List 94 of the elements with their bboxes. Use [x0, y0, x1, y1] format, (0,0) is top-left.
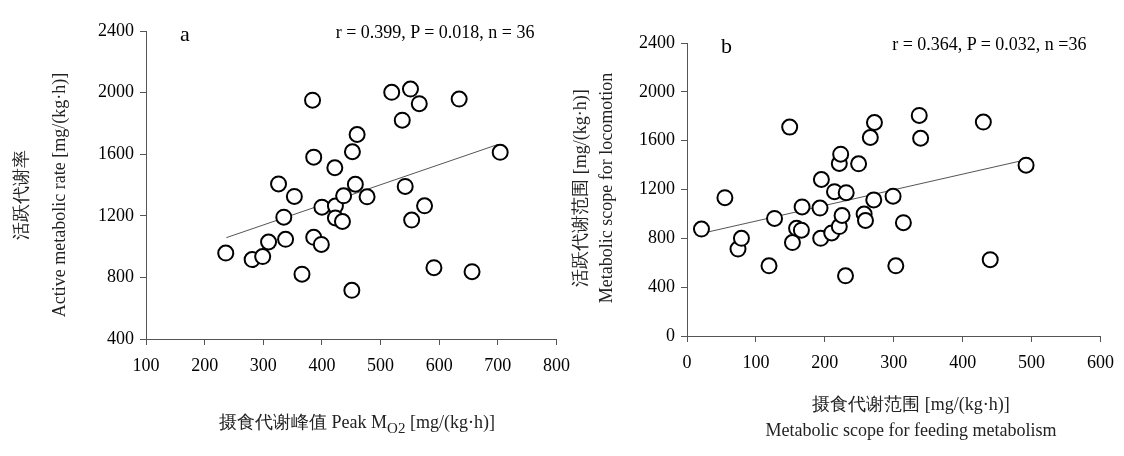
point	[910, 106, 928, 124]
point	[732, 229, 750, 247]
point	[792, 221, 810, 239]
point	[1017, 156, 1035, 174]
x-tick-label: 300	[880, 351, 908, 372]
y-tick-label: 1600	[98, 142, 134, 163]
y-axis-title: 活跃代谢范围 [mg/(kg·h)] Metabolic scope for locomotion	[569, 72, 617, 304]
y-axis-title: 活跃代谢率 Active metabolic rate [mg/(kg·h)]	[10, 72, 70, 318]
point	[285, 187, 303, 205]
y-tick-label: 400	[648, 275, 675, 296]
y-tick-label: 800	[107, 266, 134, 287]
x-tick-label: 300	[249, 354, 277, 375]
point	[912, 129, 930, 147]
annotation: r = 0.364, P = 0.032, n =36	[892, 33, 1087, 54]
point	[304, 91, 322, 109]
y-tick-label: 400	[107, 327, 134, 348]
x-tick-label: 500	[367, 354, 395, 375]
x-axis-title: 摄食代谢峰值 Peak M$_{O2}$ [mg/(kg·h)]	[219, 411, 495, 438]
y-tick-label: 0	[666, 324, 675, 345]
point	[865, 113, 883, 131]
point	[416, 197, 434, 215]
point	[833, 207, 851, 224]
y-tick-label: 1200	[639, 178, 675, 199]
point	[865, 191, 883, 209]
point	[832, 145, 850, 163]
x-tick-label: 0	[682, 351, 692, 372]
point	[974, 113, 992, 131]
y-tick-label: 1600	[639, 129, 675, 150]
y-tick-label: 800	[648, 227, 675, 248]
annotation: b	[721, 32, 732, 58]
annotation: a	[180, 20, 190, 46]
point	[312, 235, 330, 253]
point	[396, 177, 414, 195]
point	[491, 143, 509, 161]
point	[275, 208, 293, 226]
point	[850, 155, 868, 173]
y-tick-label: 2000	[639, 80, 675, 101]
x-tick-label: 200	[811, 351, 839, 372]
point	[403, 211, 421, 229]
point	[348, 125, 366, 143]
point	[217, 244, 235, 262]
point	[383, 83, 401, 101]
point	[781, 118, 799, 136]
point	[450, 90, 468, 108]
point	[811, 199, 829, 217]
point	[887, 257, 905, 275]
x-tick-label: 700	[484, 354, 512, 375]
point	[884, 187, 902, 205]
x-axis-title: 摄食代谢范围 [mg/(kg·h)] Metabolic scope for feeding metabolism	[765, 393, 1057, 442]
point	[837, 267, 855, 285]
x-tick-label: 400	[949, 351, 977, 372]
point	[463, 263, 481, 281]
point	[393, 111, 411, 129]
point	[343, 281, 361, 299]
point	[333, 213, 351, 230]
point	[766, 209, 784, 227]
x-tick-label: 100	[742, 351, 770, 372]
point	[305, 148, 323, 166]
point	[837, 184, 855, 202]
point	[277, 230, 295, 248]
point	[343, 143, 361, 161]
x-tick-label: 200	[191, 354, 219, 375]
point	[254, 248, 272, 266]
y-tick-label: 1200	[98, 204, 134, 225]
point	[861, 128, 879, 146]
point	[760, 257, 778, 275]
point	[346, 175, 364, 193]
x-tick-label: 600	[425, 354, 453, 375]
point	[410, 95, 428, 113]
point	[812, 170, 830, 188]
y-tick-label: 2000	[98, 81, 134, 102]
point	[260, 233, 278, 251]
x-tick-label: 600	[1087, 351, 1114, 372]
point	[793, 198, 811, 216]
point	[981, 251, 999, 269]
x-tick-label: 500	[1018, 351, 1046, 372]
point	[270, 175, 288, 193]
point	[401, 80, 419, 98]
point	[692, 220, 710, 238]
point	[335, 187, 353, 205]
y-tick-label: 2400	[98, 19, 134, 40]
point	[293, 265, 311, 283]
point	[358, 188, 376, 206]
annotation: r = 0.399, P = 0.018, n = 36	[335, 21, 535, 42]
point	[716, 189, 734, 207]
point	[326, 159, 344, 177]
point	[894, 214, 912, 232]
point	[856, 212, 874, 230]
x-tick-label: 400	[308, 354, 336, 375]
point	[425, 259, 443, 277]
x-tick-label: 100	[132, 354, 160, 375]
y-tick-label: 2400	[639, 31, 675, 52]
point	[783, 234, 801, 252]
x-tick-label: 800	[543, 354, 570, 375]
